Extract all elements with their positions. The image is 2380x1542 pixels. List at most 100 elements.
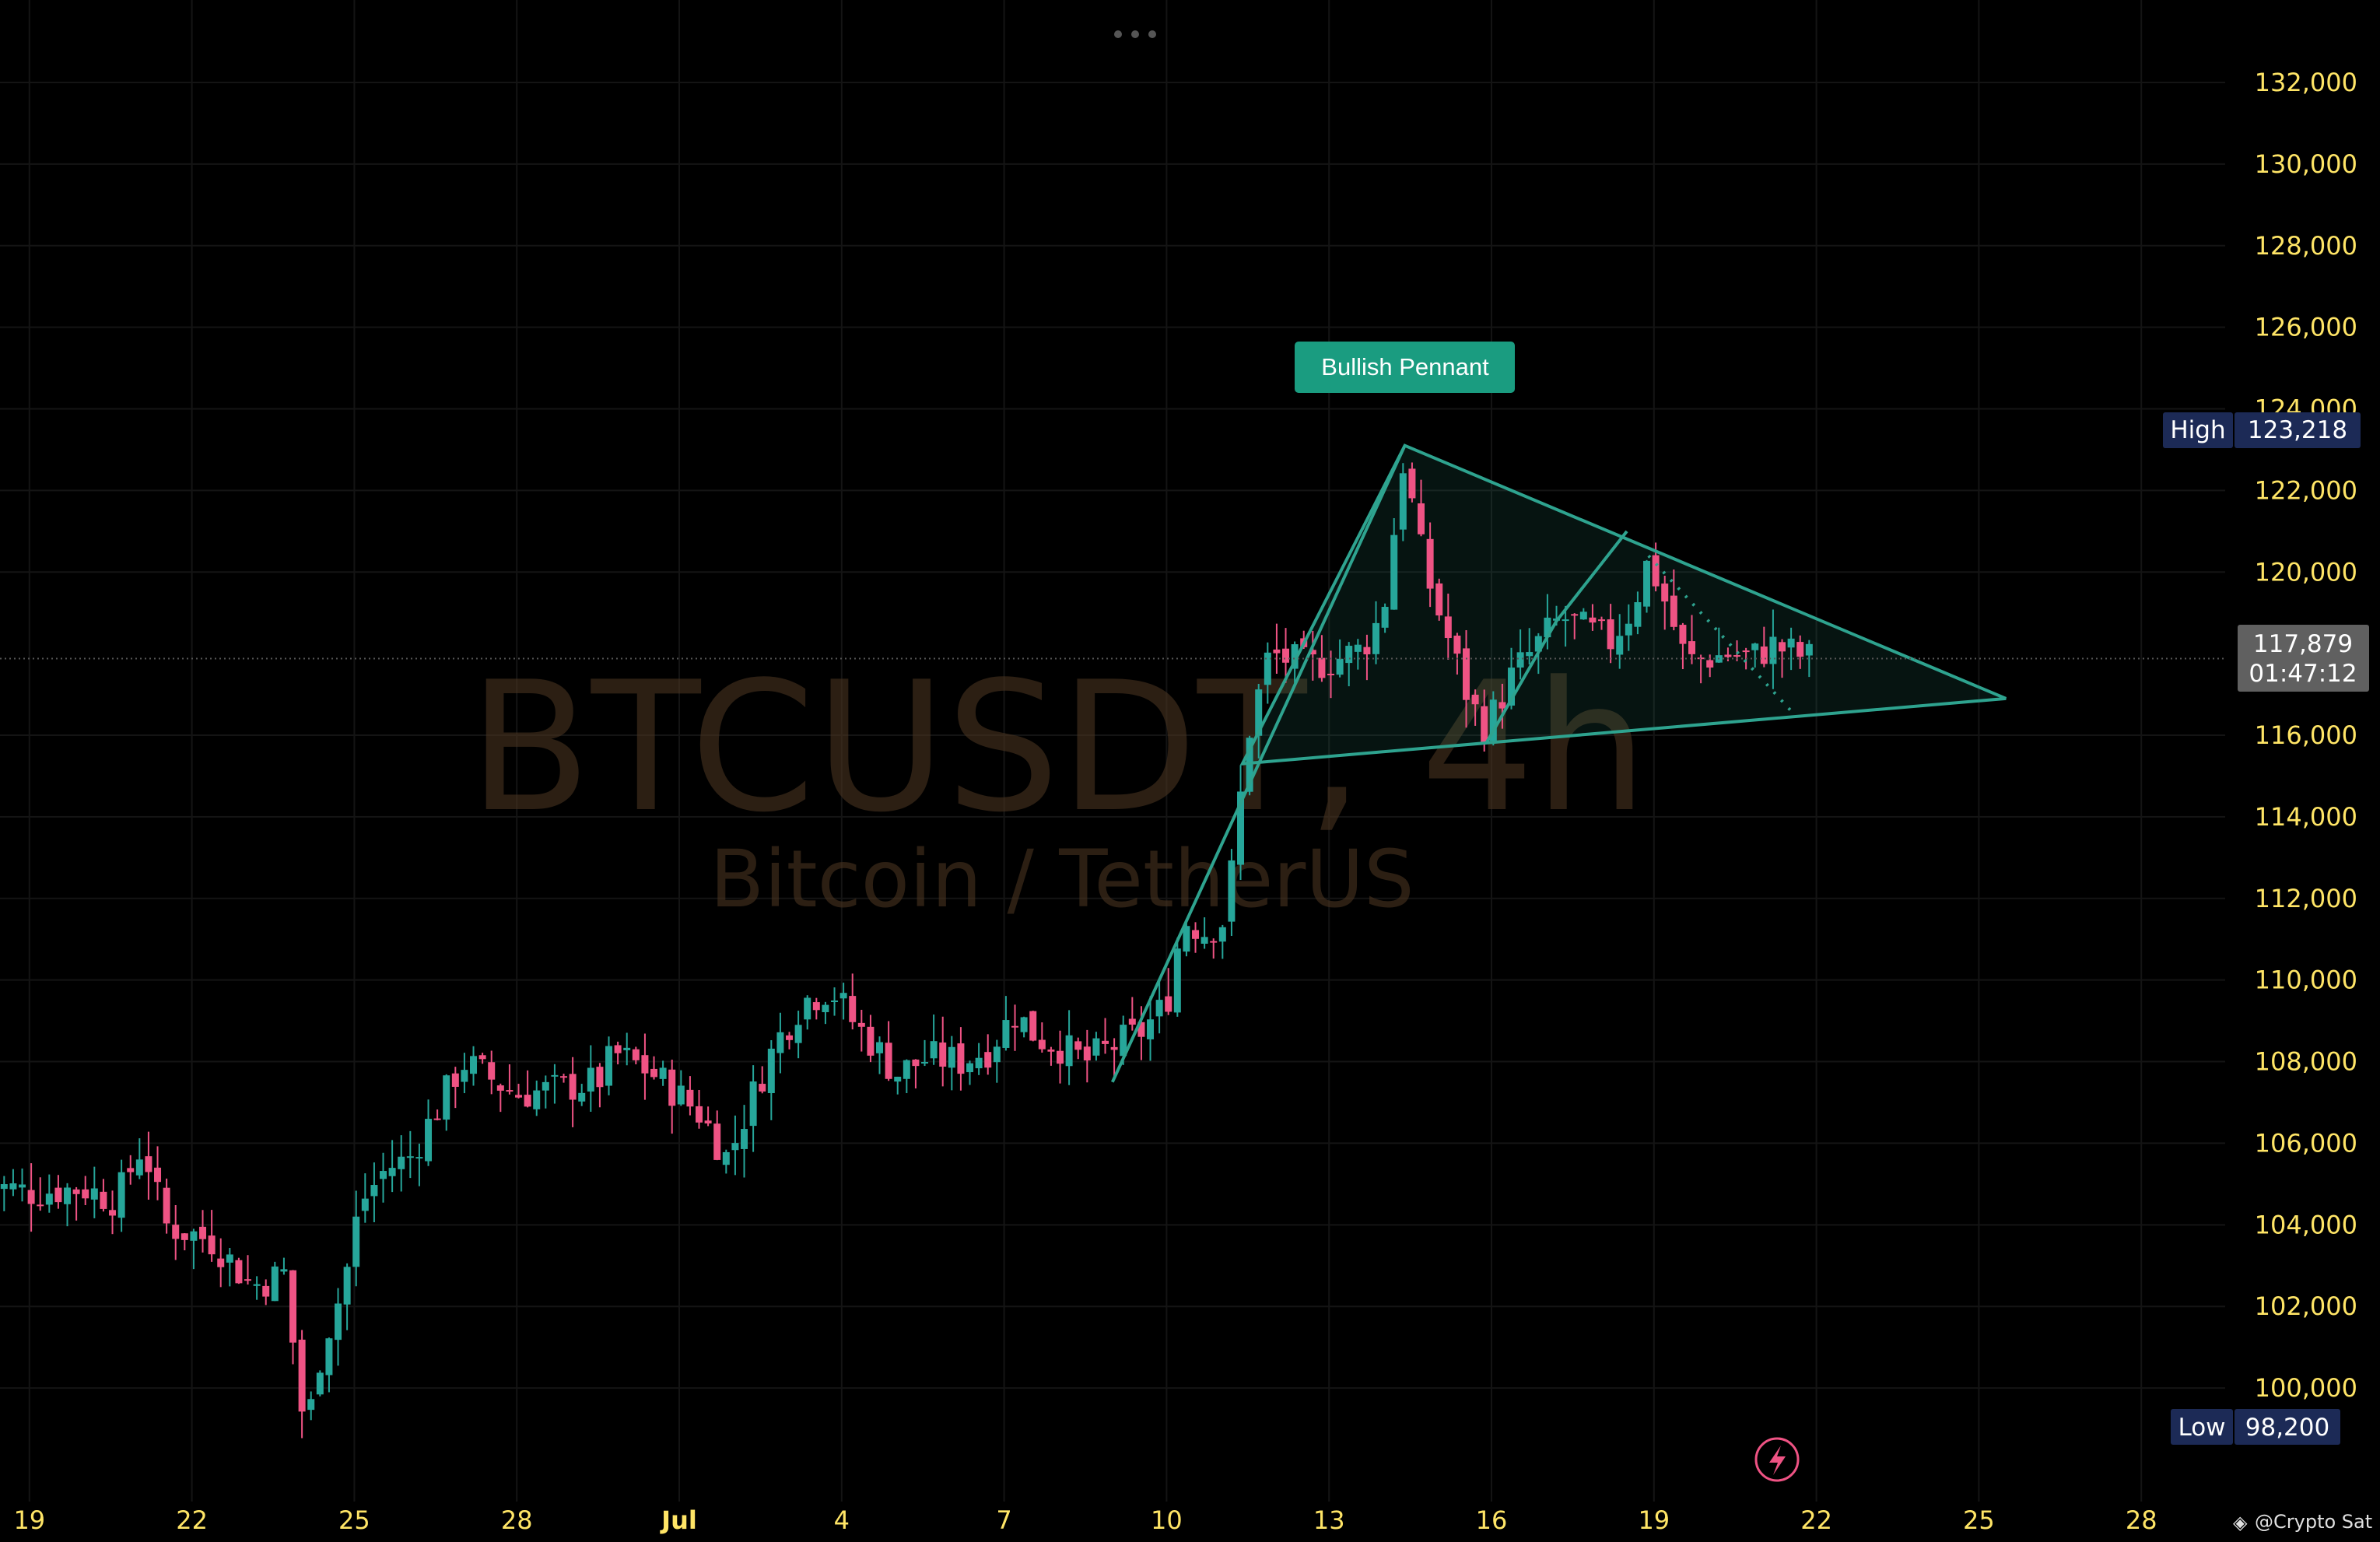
candle-body [1643,560,1651,607]
candle-body [1769,636,1777,664]
candle-body [1237,791,1245,865]
price-tick-label: 126,000 [2255,313,2357,342]
candle-body [1074,1041,1082,1050]
price-tick-label: 102,000 [2255,1291,2357,1321]
candle-body [849,996,857,1022]
inner-zigzag [1484,530,1628,745]
price-tick-label: 112,000 [2255,884,2357,913]
candle-body [876,1042,884,1053]
candle-body [1526,652,1534,657]
candle-body [1444,616,1452,639]
candle-body [361,1198,369,1211]
candle-body [352,1216,360,1267]
candle-body [370,1185,378,1197]
candle-body [64,1187,72,1204]
candle-body [1264,652,1271,685]
lightning-icon[interactable] [1754,1437,1800,1482]
candle-body [506,1090,514,1092]
candle-body [1679,625,1687,644]
candle-body [650,1068,658,1078]
candle-body [867,1026,875,1056]
candle-body [190,1231,198,1241]
candle-body [154,1167,162,1183]
price-axis[interactable]: 132,000130,000128,000126,000124,000122,0… [2255,68,2357,1403]
candle-body [1733,655,1741,657]
watermark-symbol: BTCUSDT, 4h [468,644,1648,852]
candle-body [1625,623,1632,636]
candle-body [1173,948,1181,1013]
candle-body [605,1046,613,1086]
candle-body [1787,638,1795,648]
candle-body [1137,1022,1145,1037]
candle-body [1634,602,1642,627]
candle-body [280,1269,288,1272]
candle-body [226,1254,233,1263]
candle-body [1697,657,1705,660]
candle-body [1453,635,1461,654]
candle-body [560,1076,568,1078]
time-tick-label: 22 [1800,1505,1832,1535]
candle-body [957,1043,965,1074]
candle-body [1102,1040,1109,1044]
candle-body [90,1188,98,1200]
candle-body [713,1123,721,1160]
pattern-fill [1242,445,2007,764]
candle-body [1354,644,1362,652]
pattern-lines [1110,443,2007,1083]
candle-body [578,1092,586,1102]
candle-body [1128,1018,1136,1025]
candle-body [542,1081,549,1091]
candle-body [1282,648,1290,663]
candle-body [587,1067,594,1092]
candle-body [1579,612,1587,620]
candle-body [1418,503,1425,534]
candle-body [1110,1046,1118,1050]
candle-body [1165,996,1172,1012]
more-horizontal-icon[interactable] [1114,30,1156,38]
candle-body [1742,650,1750,653]
candle-body [1751,643,1759,650]
candle-body [1255,689,1263,736]
candle-body [1029,1011,1037,1041]
time-tick-label: 13 [1313,1505,1345,1535]
candle-body [1092,1038,1100,1056]
candle-body [478,1055,486,1060]
candle-body [930,1041,938,1059]
candle-body [470,1056,478,1074]
candle-body [1426,538,1434,589]
candle-body [406,1156,414,1158]
candle-body [948,1046,955,1068]
candle-body [731,1143,739,1151]
price-tick-label: 104,000 [2255,1210,2357,1239]
candle-body [1607,619,1614,650]
candle-body [1363,647,1371,655]
candle-body [1471,694,1479,705]
watermark: BTCUSDT, 4h Bitcoin / TetherUS [468,644,1648,926]
price-tick-label: 128,000 [2255,231,2357,261]
candle-body [325,1338,333,1376]
candle-body [0,1184,8,1190]
candle-body [1598,619,1606,622]
candle-body [1020,1017,1028,1032]
candle-body [677,1085,685,1105]
candle-body [244,1279,252,1281]
pattern-label[interactable]: Bullish Pennant [1295,342,1515,393]
price-tick-label: 132,000 [2255,68,2357,97]
candle-body [109,1210,117,1216]
candle-body [1372,622,1380,654]
candle-body [894,1076,902,1082]
candle-body [208,1235,216,1255]
candle-body [1562,619,1569,622]
candle-body [776,1032,784,1053]
candle-body [696,1106,703,1123]
candle-body [1724,654,1732,657]
high-value: 123,218 [2248,416,2347,444]
candle-body [117,1172,125,1218]
candle-body [1544,617,1551,638]
low-value: 98,200 [2245,1414,2329,1442]
candle-body [831,1001,839,1003]
candle-body [767,1048,775,1094]
time-tick-label: 10 [1151,1505,1183,1535]
time-axis[interactable]: 19 22 25 28 Jul 4 7 10 13 16 19 22 25 28 [13,1505,2157,1535]
